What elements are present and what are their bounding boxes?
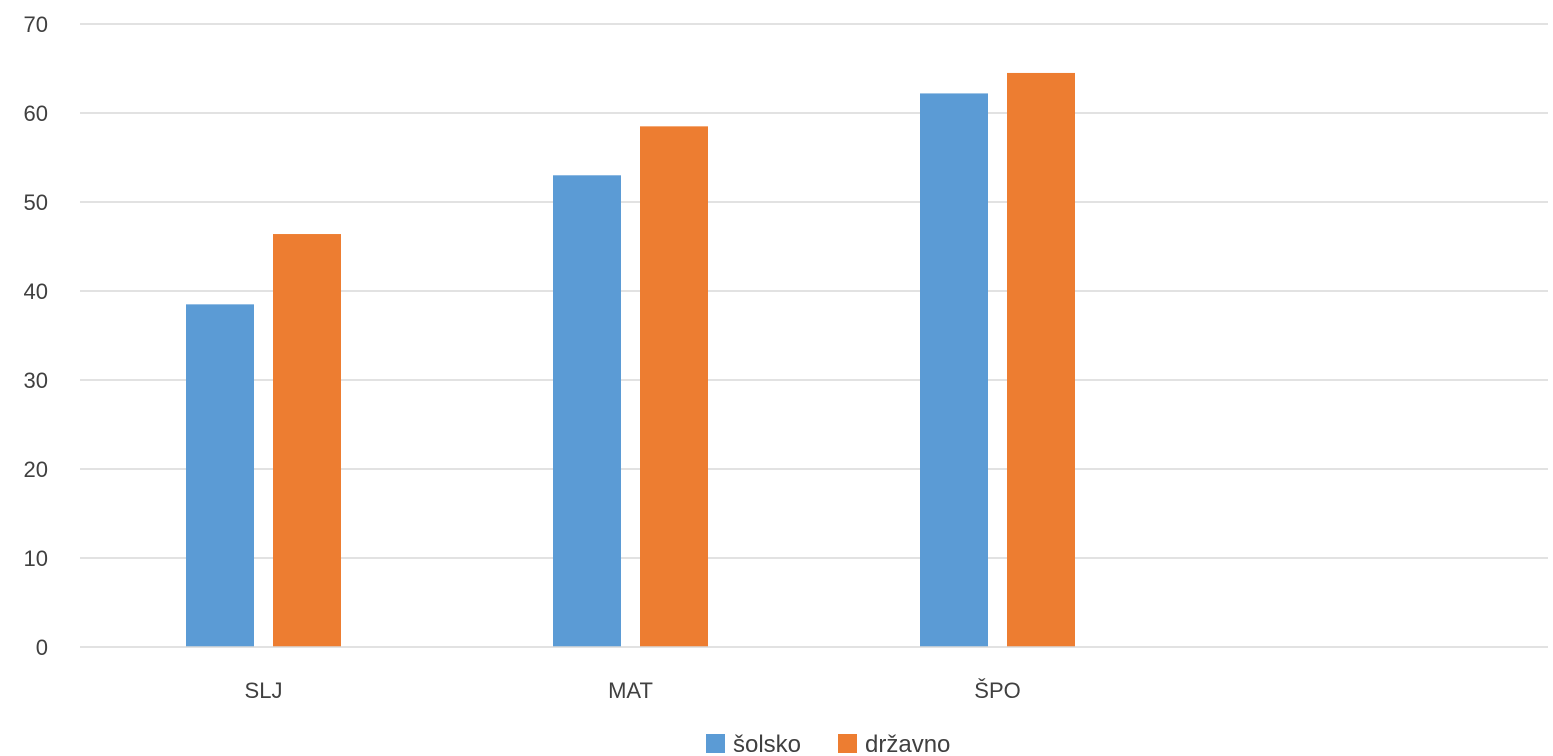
y-tick-label: 30	[24, 368, 48, 393]
y-tick-label: 60	[24, 101, 48, 126]
bar-series2-0	[273, 234, 341, 648]
bars	[186, 72, 1075, 648]
legend-label: šolsko	[733, 731, 801, 756]
bar-series1-0	[186, 304, 254, 647]
bar-series2-2	[1007, 72, 1075, 647]
y-tick-label: 0	[36, 635, 48, 660]
x-category-label: SLJ	[245, 678, 283, 703]
bar-series1-1	[553, 175, 621, 648]
y-tick-label: 40	[24, 279, 48, 304]
y-axis-ticks: 0 10 20 30 40 50 60 70	[24, 12, 48, 660]
bar-series2-1	[640, 126, 708, 648]
x-category-label: MAT	[608, 678, 653, 703]
legend: šolsko državno	[706, 731, 950, 756]
bar-series1-2	[920, 93, 988, 648]
legend-swatch	[706, 734, 725, 753]
y-tick-label: 10	[24, 546, 48, 571]
y-tick-label: 70	[24, 12, 48, 37]
legend-swatch	[838, 734, 857, 753]
x-axis-categories: SLJ MAT ŠPO	[245, 678, 1021, 703]
y-tick-label: 50	[24, 190, 48, 215]
y-tick-label: 20	[24, 457, 48, 482]
legend-label: državno	[865, 731, 950, 756]
x-category-label: ŠPO	[974, 678, 1020, 703]
